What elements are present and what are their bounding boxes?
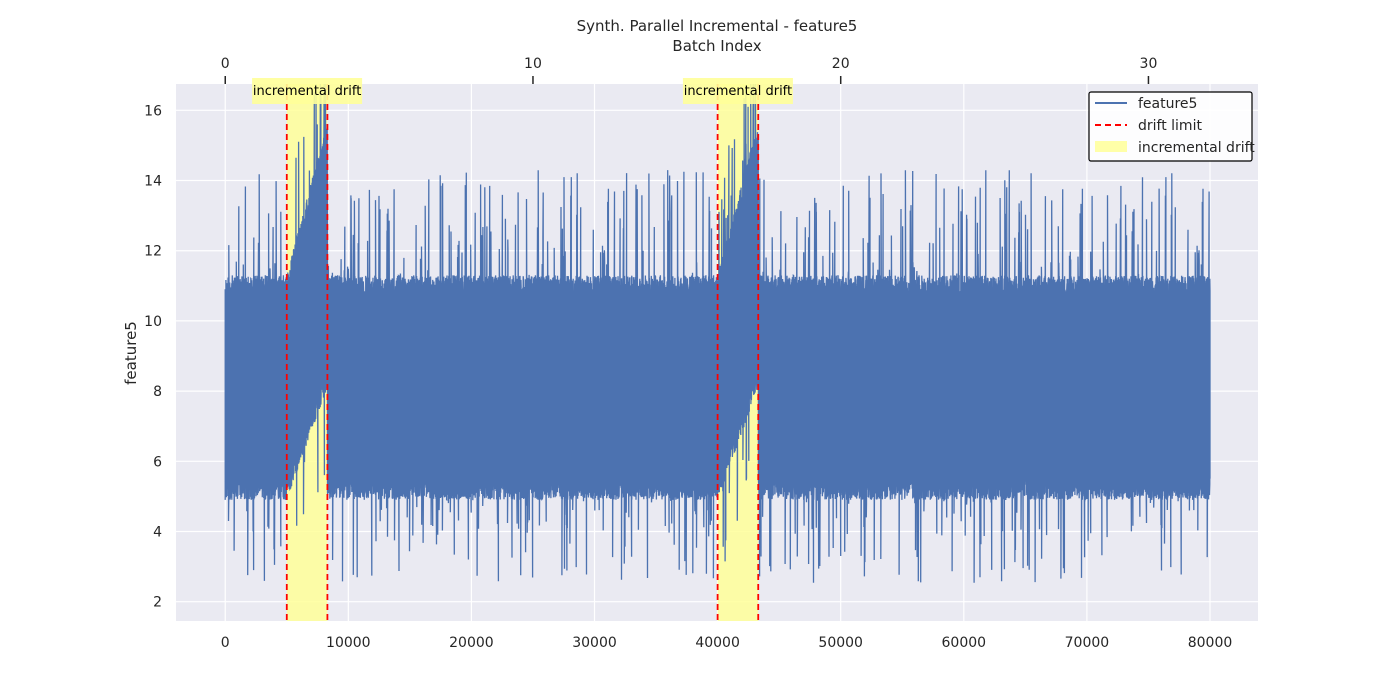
- legend: feature5 drift limit incremental drift: [1088, 91, 1255, 162]
- y-tick-label-3: 8: [153, 384, 162, 400]
- x-tick-label-5: 50000: [818, 635, 863, 651]
- data-area: [224, 84, 1211, 583]
- drift-labels: incremental drift incremental drift: [252, 78, 793, 104]
- chart-title: Synth. Parallel Incremental - feature5: [577, 17, 858, 35]
- drift-label-1: incremental drift: [684, 84, 792, 99]
- x-tick-label-6: 60000: [942, 635, 987, 651]
- top-tick-label-1: 10: [524, 56, 542, 72]
- y-tick-label-6: 14: [144, 174, 162, 190]
- y-axis-ticks: 2 4 6 8 10 12 14 16: [144, 103, 162, 610]
- x-tick-label-4: 40000: [695, 635, 740, 651]
- y-tick-label-5: 12: [144, 244, 162, 260]
- y-tick-label-1: 4: [153, 525, 162, 541]
- legend-swatch-incremental-drift: [1095, 141, 1127, 152]
- y-axis-label: feature5: [122, 321, 140, 385]
- series-line-feature5: [224, 84, 1211, 583]
- x-tick-label-2: 20000: [449, 635, 494, 651]
- drift-label-box-1: [682, 78, 793, 104]
- top-tick-label-0: 0: [221, 56, 230, 72]
- legend-entry-incremental-drift: incremental drift: [1138, 140, 1255, 156]
- x-tick-label-0: 0: [221, 635, 230, 651]
- legend-entry-drift-limit: drift limit: [1138, 118, 1202, 134]
- legend-entry-feature5: feature5: [1138, 96, 1197, 112]
- x-tick-label-7: 70000: [1065, 635, 1110, 651]
- x-axis-ticks: 0 10000 20000 30000 40000 50000 60000 70000 8000…: [221, 635, 1232, 651]
- top-axis-ticks: 0 10 20 30: [221, 56, 1158, 84]
- top-tick-label-2: 20: [832, 56, 850, 72]
- y-tick-label-0: 2: [153, 595, 162, 611]
- drift-label-box-0: [252, 78, 363, 104]
- y-tick-label-4: 10: [144, 314, 162, 330]
- x-tick-label-3: 30000: [572, 635, 617, 651]
- x-tick-label-8: 80000: [1188, 635, 1233, 651]
- y-tick-label-2: 6: [153, 454, 162, 470]
- legend-box: [1088, 91, 1253, 162]
- y-tick-label-7: 16: [144, 103, 162, 119]
- top-axis-label: Batch Index: [672, 37, 761, 55]
- top-tick-label-3: 30: [1140, 56, 1158, 72]
- drift-label-0: incremental drift: [253, 84, 361, 99]
- x-tick-label-1: 10000: [326, 635, 371, 651]
